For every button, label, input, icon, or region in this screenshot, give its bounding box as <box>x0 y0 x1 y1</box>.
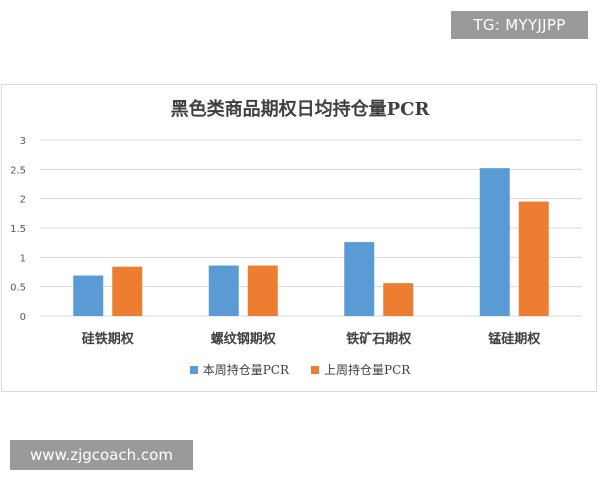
site-watermark: www.zjgcoach.com <box>10 440 193 470</box>
x-category-label: 铁矿石期权 <box>345 331 412 347</box>
bars <box>73 168 549 316</box>
y-tick-label: 1.5 <box>10 224 26 235</box>
x-category-label: 锰硅期权 <box>488 331 541 347</box>
legend-item-last-week: 上周持仓量PCR <box>311 361 410 378</box>
legend-swatch-this-week <box>189 365 198 374</box>
y-tick-label: 0.5 <box>10 283 26 294</box>
bar-last-week <box>112 266 143 316</box>
legend-label-last-week: 上周持仓量PCR <box>324 363 411 377</box>
legend: 本周持仓量PCR 上周持仓量PCR <box>0 361 600 378</box>
bar-this-week <box>344 242 375 316</box>
bar-last-week <box>247 265 278 316</box>
legend-swatch-last-week <box>311 365 319 374</box>
bar-this-week <box>208 265 239 316</box>
y-tick-label: 3 <box>20 136 26 147</box>
y-tick-label: 0 <box>20 312 26 323</box>
bar-this-week <box>479 168 510 316</box>
legend-label-this-week: 本周持仓量PCR <box>202 363 289 377</box>
y-tick-label: 1 <box>20 253 26 264</box>
y-axis-ticks: 0 0.5 1 1.5 2 2.5 3 <box>10 136 26 323</box>
tg-watermark: TG: MYYJJPP <box>451 11 588 39</box>
y-tick-label: 2 <box>20 195 26 206</box>
x-axis-labels: 硅铁期权 螺纹钢期权 铁矿石期权 锰硅期权 <box>82 331 542 347</box>
x-category-label: 螺纹钢期权 <box>211 331 277 347</box>
x-category-label: 硅铁期权 <box>82 331 135 347</box>
legend-item-this-week: 本周持仓量PCR <box>189 361 289 378</box>
y-tick-label: 2.5 <box>10 165 26 176</box>
bar-last-week <box>383 283 414 316</box>
bar-last-week <box>518 201 549 316</box>
bar-this-week <box>73 275 104 316</box>
chart-title: 黑色类商品期权日均持仓量PCR <box>170 99 430 120</box>
